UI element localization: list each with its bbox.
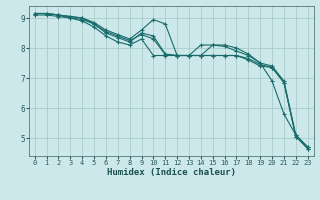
X-axis label: Humidex (Indice chaleur): Humidex (Indice chaleur): [107, 168, 236, 177]
